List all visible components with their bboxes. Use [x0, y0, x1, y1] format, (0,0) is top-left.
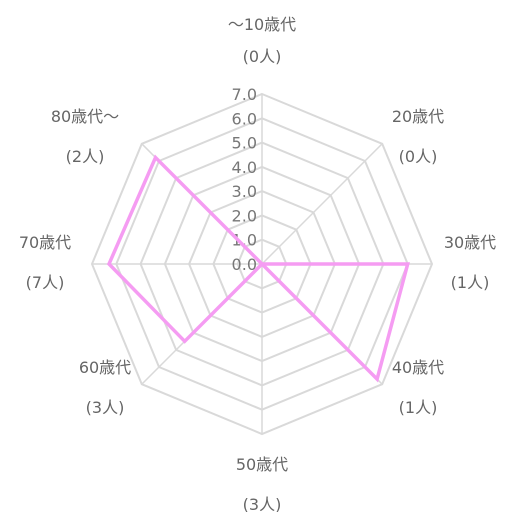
- category-label: 70歳代: [19, 233, 71, 252]
- category-label: 20歳代: [392, 107, 444, 126]
- category-count-label: (7人): [26, 273, 65, 292]
- category-count-label: (2人): [66, 147, 105, 166]
- category-count-label: (3人): [243, 495, 282, 512]
- series-layer: [106, 154, 410, 383]
- radial-tick-label: 0.0: [232, 255, 257, 274]
- category-labels: ～10歳代 (0人) 20歳代 (0人) 30歳代 (1人) 40歳代 (1人) 50歳代 (3人…: [19, 15, 496, 512]
- category-count-label: (1人): [451, 273, 490, 292]
- category-label: 30歳代: [444, 233, 496, 252]
- category-label: 50歳代: [236, 455, 288, 474]
- radial-tick-label: 1.0: [232, 231, 257, 250]
- radial-tick-labels: 0.0 1.0 2.0 3.0 4.0 5.0 6.0 7.0: [232, 85, 257, 274]
- category-count-label: (0人): [243, 47, 282, 66]
- category-count-label: (1人): [399, 398, 438, 417]
- radial-tick-label: 3.0: [232, 182, 257, 201]
- radial-tick-label: 6.0: [232, 109, 257, 128]
- radial-tick-label: 5.0: [232, 134, 257, 153]
- category-label: ～10歳代: [228, 15, 296, 34]
- category-label: 40歳代: [392, 358, 444, 377]
- category-label: 60歳代: [79, 358, 131, 377]
- category-count-label: (3人): [86, 398, 125, 417]
- category-label: 80歳代～: [51, 107, 119, 126]
- radial-tick-label: 4.0: [232, 158, 257, 177]
- axis-spoke: [261, 143, 383, 265]
- category-count-label: (0人): [399, 147, 438, 166]
- series-line: [106, 154, 410, 383]
- radial-tick-label: 7.0: [232, 85, 257, 104]
- radial-tick-label: 2.0: [232, 206, 257, 225]
